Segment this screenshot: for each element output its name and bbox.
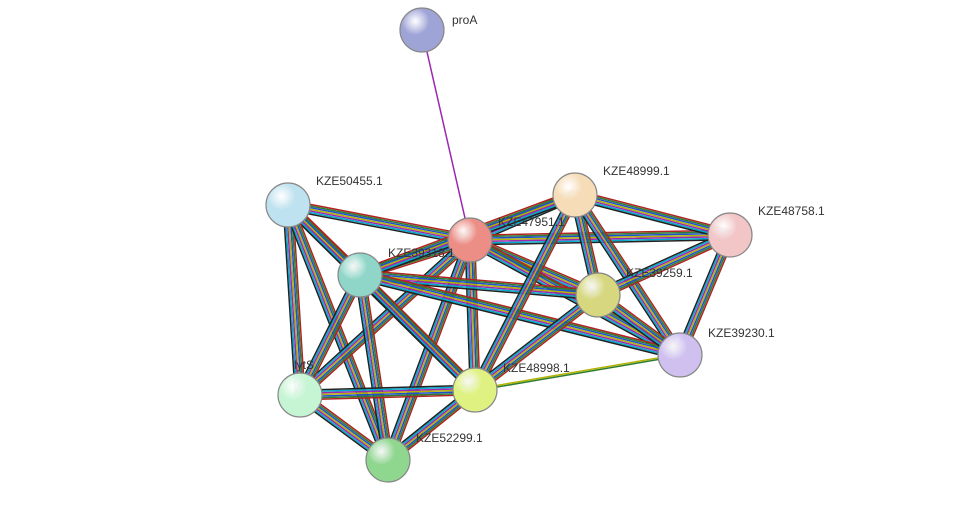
node-label: KZE39318.1 [388,246,455,260]
edge [575,195,730,235]
node-label: KZE39259.1 [626,266,693,280]
node-label: lytS [294,358,314,372]
node-circle[interactable] [553,173,597,217]
node-label: KZE47951.1 [498,215,565,229]
node-label: KZE48999.1 [603,164,670,178]
node-label: proA [452,13,477,27]
node-proA[interactable]: proA [400,8,477,52]
network-diagram: proA KZE50455.1 KZE47951.1 KZE39318.1 KZE489… [0,0,976,516]
node-circle[interactable] [708,213,752,257]
node-circle[interactable] [453,368,497,412]
node-KZE52299[interactable]: KZE52299.1 [366,431,483,482]
edge [422,30,470,240]
node-circle[interactable] [658,333,702,377]
node-KZE39230[interactable]: KZE39230.1 [658,326,775,377]
node-label: KZE48758.1 [758,204,825,218]
node-label: KZE52299.1 [416,431,483,445]
node-KZE48758[interactable]: KZE48758.1 [708,204,825,257]
node-label: KZE39230.1 [708,326,775,340]
node-circle[interactable] [400,8,444,52]
node-KZE50455[interactable]: KZE50455.1 [266,174,383,227]
node-label: KZE50455.1 [316,174,383,188]
node-circle[interactable] [366,438,410,482]
edges-layer [283,30,734,464]
node-circle[interactable] [266,183,310,227]
node-label: KZE48998.1 [503,361,570,375]
node-circle[interactable] [576,273,620,317]
node-circle[interactable] [278,373,322,417]
node-KZE48998[interactable]: KZE48998.1 [453,361,570,412]
node-circle[interactable] [338,253,382,297]
